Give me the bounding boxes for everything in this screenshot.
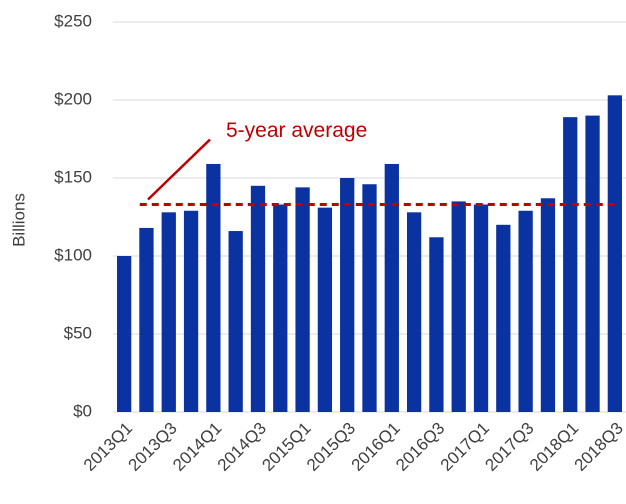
bar (496, 224, 511, 412)
bar (273, 204, 288, 412)
bar (161, 212, 176, 412)
bar (250, 185, 266, 412)
bar (228, 231, 243, 412)
y-axis-label: Billions (9, 193, 28, 247)
x-tick-label: 2013Q3 (125, 419, 181, 475)
x-tick-label: 2017Q3 (481, 419, 537, 475)
x-tick-label: 2016Q3 (392, 419, 448, 475)
bar (384, 163, 399, 412)
y-tick-label: $250 (54, 11, 92, 30)
y-tick-label: $50 (64, 323, 92, 342)
bar (451, 201, 466, 412)
y-tick-label: $100 (54, 245, 92, 264)
x-tick-label: 2015Q1 (258, 419, 314, 475)
bar (473, 204, 489, 412)
bar (607, 95, 622, 412)
bar (540, 198, 556, 412)
bar (295, 187, 310, 412)
x-tick-label: 2013Q1 (80, 419, 136, 475)
y-tick-label: $200 (54, 89, 92, 108)
x-tick-label: 2016Q1 (348, 419, 404, 475)
x-tick-label: 2018Q1 (526, 419, 582, 475)
bar (183, 210, 199, 412)
y-tick-label: $0 (73, 401, 92, 420)
bar (139, 227, 154, 412)
x-tick-label: 2014Q3 (214, 419, 270, 475)
x-tick-label: 2017Q1 (437, 419, 493, 475)
x-tick-label: 2014Q1 (169, 419, 225, 475)
bar (406, 212, 422, 412)
bar (340, 178, 355, 412)
annotation-leader (147, 138, 211, 201)
bar (429, 237, 444, 412)
bar (563, 117, 578, 412)
bar (362, 184, 377, 412)
bar (317, 207, 333, 412)
bar (518, 210, 533, 412)
bar (585, 115, 600, 412)
x-tick-label: 2018Q3 (571, 419, 626, 475)
bar (117, 256, 132, 412)
x-tick-label: 2015Q3 (303, 419, 359, 475)
annotation: 5-year average (226, 119, 367, 142)
bar (206, 163, 221, 412)
y-tick-label: $150 (54, 167, 92, 186)
